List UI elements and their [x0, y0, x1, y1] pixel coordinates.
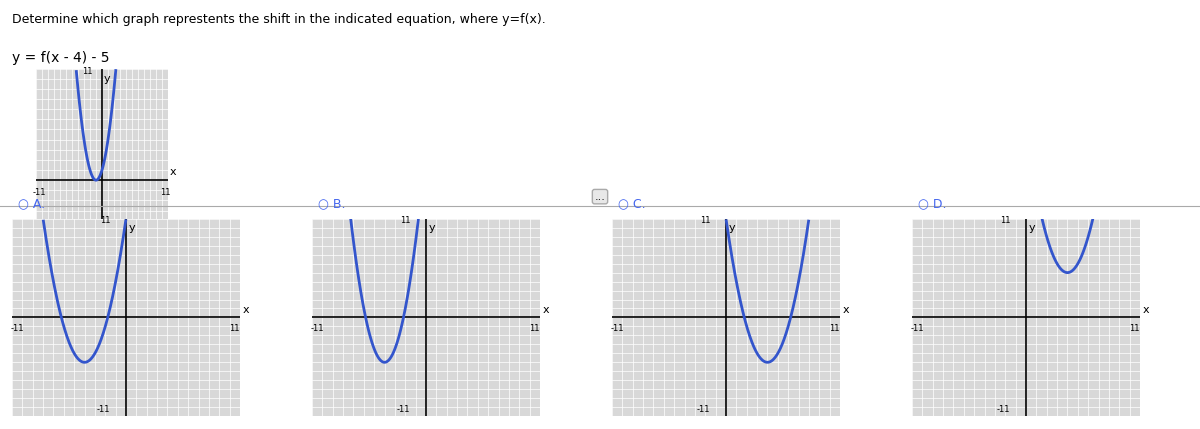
- Text: x: x: [1144, 305, 1150, 315]
- Text: -11: -11: [911, 324, 924, 333]
- Text: 11: 11: [829, 324, 840, 333]
- Text: 11: 11: [400, 216, 410, 225]
- Text: 11: 11: [100, 216, 110, 225]
- Text: x: x: [844, 305, 850, 315]
- Text: ...: ...: [594, 192, 606, 202]
- Text: x: x: [244, 305, 250, 315]
- Text: -11: -11: [611, 324, 624, 333]
- Text: -11: -11: [997, 405, 1010, 414]
- Text: 11: 11: [83, 67, 94, 76]
- Text: 11: 11: [700, 216, 710, 225]
- Text: y: y: [104, 74, 110, 84]
- Text: -11: -11: [32, 188, 46, 197]
- Text: -11: -11: [79, 280, 94, 289]
- Text: x: x: [544, 305, 550, 315]
- Text: 11: 11: [1129, 324, 1140, 333]
- Text: ○ B.: ○ B.: [318, 197, 346, 210]
- Text: 11: 11: [1000, 216, 1010, 225]
- Text: -11: -11: [97, 405, 110, 414]
- Text: -11: -11: [397, 405, 410, 414]
- Text: -11: -11: [697, 405, 710, 414]
- Text: 11: 11: [529, 324, 540, 333]
- Text: y: y: [430, 223, 436, 233]
- Text: -11: -11: [311, 324, 324, 333]
- Text: -11: -11: [11, 324, 24, 333]
- Text: ○ D.: ○ D.: [918, 197, 947, 210]
- Text: Determine which graph represtents the shift in the indicated equation, where y=f: Determine which graph represtents the sh…: [12, 13, 546, 26]
- Text: 11: 11: [160, 188, 170, 197]
- Text: y = f(x - 4) - 5: y = f(x - 4) - 5: [12, 51, 109, 66]
- Text: ○ C.: ○ C.: [618, 197, 646, 210]
- Text: y: y: [730, 223, 736, 233]
- Text: y: y: [1030, 223, 1036, 233]
- Text: x: x: [170, 167, 176, 177]
- Text: 11: 11: [229, 324, 240, 333]
- Text: ○ A.: ○ A.: [18, 197, 46, 210]
- Text: y: y: [130, 223, 136, 233]
